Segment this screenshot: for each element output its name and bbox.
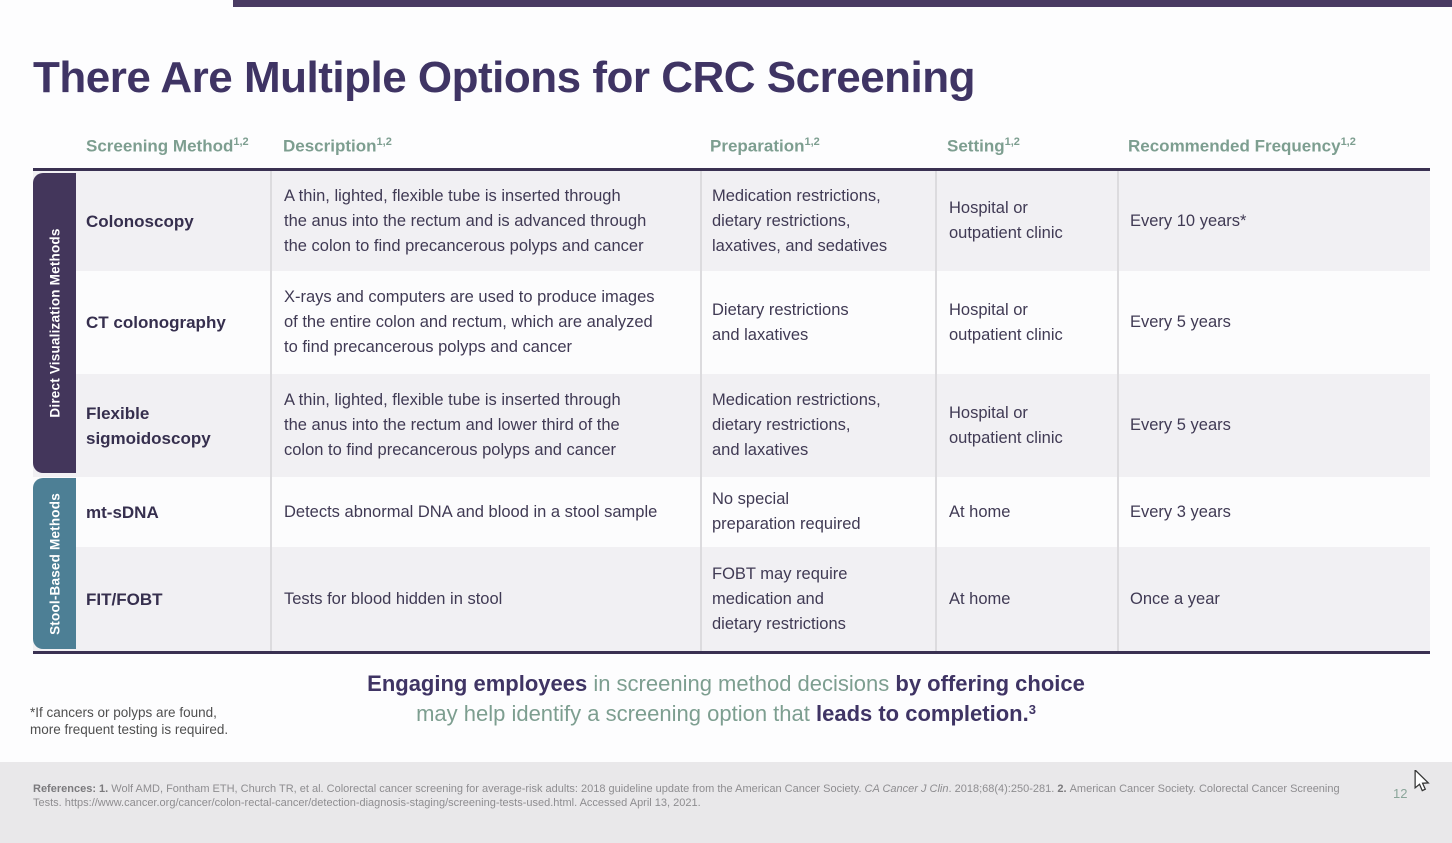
key-message-line-1: Engaging employees in screening method d… (367, 671, 1085, 696)
description-cell: A thin, lighted, flexible tube is insert… (270, 171, 700, 271)
frequency-cell: Once a year (1117, 547, 1430, 651)
method-cell: FIT/FOBT (86, 589, 163, 609)
frequency-cell: Every 5 years (1117, 271, 1430, 374)
description-cell: Detects abnormal DNA and blood in a stoo… (270, 477, 700, 547)
references-bar: References: 1. Wolf AMD, Fontham ETH, Ch… (0, 762, 1452, 843)
column-header-recommended-frequency: Recommended Frequency1,2 (1128, 136, 1356, 156)
setting-cell: Hospital or outpatient clinic (935, 271, 1117, 374)
asterisk-footnote: *If cancers or polyps are found, more fr… (30, 705, 229, 737)
frequency-cell: Every 10 years* (1117, 171, 1430, 271)
reference-superscript: 3 (1028, 702, 1036, 717)
preparation-cell: Dietary restrictions and laxatives (700, 271, 935, 374)
setting-cell: Hospital or outpatient clinic (935, 171, 1117, 271)
method-cell: Colonoscopy (86, 211, 194, 231)
description-cell: Tests for blood hidden in stool (270, 547, 700, 651)
column-header-setting: Setting1,2 (947, 136, 1020, 156)
group-bar-stool-based: Stool-Based Methods (33, 478, 76, 649)
setting-cell: At home (935, 547, 1117, 651)
column-header-description: Description1,2 (283, 136, 392, 156)
page-title: There Are Multiple Options for CRC Scree… (33, 53, 976, 102)
group-bar-direct-visualization: Direct Visualization Methods (33, 173, 76, 473)
description-cell: A thin, lighted, flexible tube is insert… (270, 374, 700, 477)
column-header-screening-method: Screening Method1,2 (86, 136, 249, 156)
reference-superscript: 1,2 (233, 136, 249, 148)
frequency-cell: Every 5 years (1117, 374, 1430, 477)
references-text: References: 1. Wolf AMD, Fontham ETH, Ch… (33, 783, 1340, 809)
reference-superscript: 1,2 (376, 136, 392, 148)
preparation-cell: Medication restrictions, dietary restric… (700, 374, 935, 477)
method-cell: mt-sDNA (86, 502, 159, 522)
setting-cell: At home (935, 477, 1117, 547)
table-row-colonoscopy: Colonoscopy A thin, lighted, flexible tu… (33, 171, 1430, 271)
page-number: 12 (1393, 786, 1408, 801)
preparation-cell: Medication restrictions, dietary restric… (700, 171, 935, 271)
setting-cell: Hospital or outpatient clinic (935, 374, 1117, 477)
reference-superscript: 1,2 (1004, 136, 1020, 148)
preparation-cell: FOBT may require medication and dietary … (700, 547, 935, 651)
table-row-fit-fobt: FIT/FOBT Tests for blood hidden in stool… (33, 547, 1430, 651)
method-cell: CT colonography (86, 313, 226, 332)
description-cell: X-rays and computers are used to produce… (270, 271, 700, 374)
top-accent-bar (233, 0, 1452, 7)
column-header-preparation: Preparation1,2 (710, 136, 820, 156)
screening-methods-table: Direct Visualization Methods Stool-Based… (33, 168, 1430, 654)
group-label-stool-based: Stool-Based Methods (47, 492, 62, 635)
reference-superscript: 1,2 (804, 136, 820, 148)
group-label-direct-visualization: Direct Visualization Methods (47, 228, 62, 418)
key-message: Engaging employees in screening method d… (0, 669, 1452, 732)
table-row-mt-sdna: mt-sDNA Detects abnormal DNA and blood i… (33, 477, 1430, 547)
reference-superscript: 1,2 (1340, 136, 1356, 148)
method-cell: Flexible sigmoidoscopy (86, 403, 211, 448)
table-row-ct-colonography: CT colonography X-rays and computers are… (33, 271, 1430, 374)
mouse-cursor-icon (1413, 768, 1431, 797)
table-row-flexible-sigmoidoscopy: Flexible sigmoidoscopy A thin, lighted, … (33, 374, 1430, 477)
frequency-cell: Every 3 years (1117, 477, 1430, 547)
key-message-line-2: may help identify a screening option tha… (416, 701, 1036, 726)
preparation-cell: No special preparation required (700, 477, 935, 547)
